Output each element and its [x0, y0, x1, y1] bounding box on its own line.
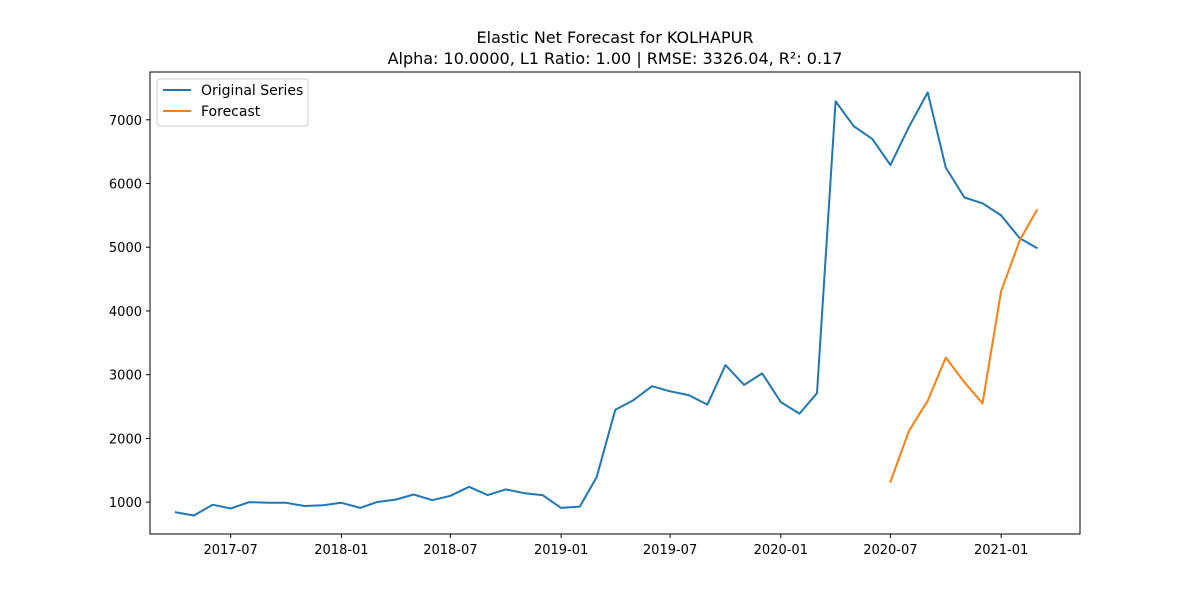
y-tick-label: 2000 [109, 432, 142, 447]
legend-label-original: Original Series [201, 83, 303, 99]
y-tick-label: 6000 [109, 178, 142, 193]
legend-box [156, 78, 309, 127]
y-tick-label: 4000 [109, 305, 142, 320]
y-tick-label: 3000 [109, 369, 142, 384]
legend-label-forecast: Forecast [201, 104, 261, 120]
x-tick-label: 2018-07 [423, 543, 477, 558]
legend: Original Series Forecast [156, 78, 309, 127]
y-tick-label: 1000 [109, 496, 142, 511]
plot-frame [149, 71, 1081, 535]
x-tick-label: 2020-01 [754, 543, 808, 558]
x-tick-label: 2019-01 [534, 543, 588, 558]
x-tick-label: 2018-01 [314, 543, 368, 558]
y-tick-label: 7000 [109, 114, 142, 129]
y-axis: 1000 2000 3000 4000 5000 6000 7000 [109, 114, 150, 511]
x-tick-label: 2021-01 [974, 543, 1028, 558]
forecast-line [889, 208, 1039, 483]
plot-area [150, 72, 1080, 534]
x-axis: 2017-07 2018-01 2018-07 2019-01 2019-07 2020-… [203, 534, 1028, 558]
original-series-line [174, 91, 1039, 517]
series-lines [174, 91, 1039, 517]
x-tick-label: 2020-07 [863, 543, 917, 558]
chart-title: Elastic Net Forecast for KOLHAPUR [477, 28, 754, 47]
x-tick-label: 2019-07 [643, 543, 697, 558]
y-tick-label: 5000 [109, 241, 142, 256]
chart-subtitle: Alpha: 10.0000, L1 Ratio: 1.00 | RMSE: 3… [388, 49, 843, 68]
x-tick-label: 2017-07 [203, 543, 257, 558]
